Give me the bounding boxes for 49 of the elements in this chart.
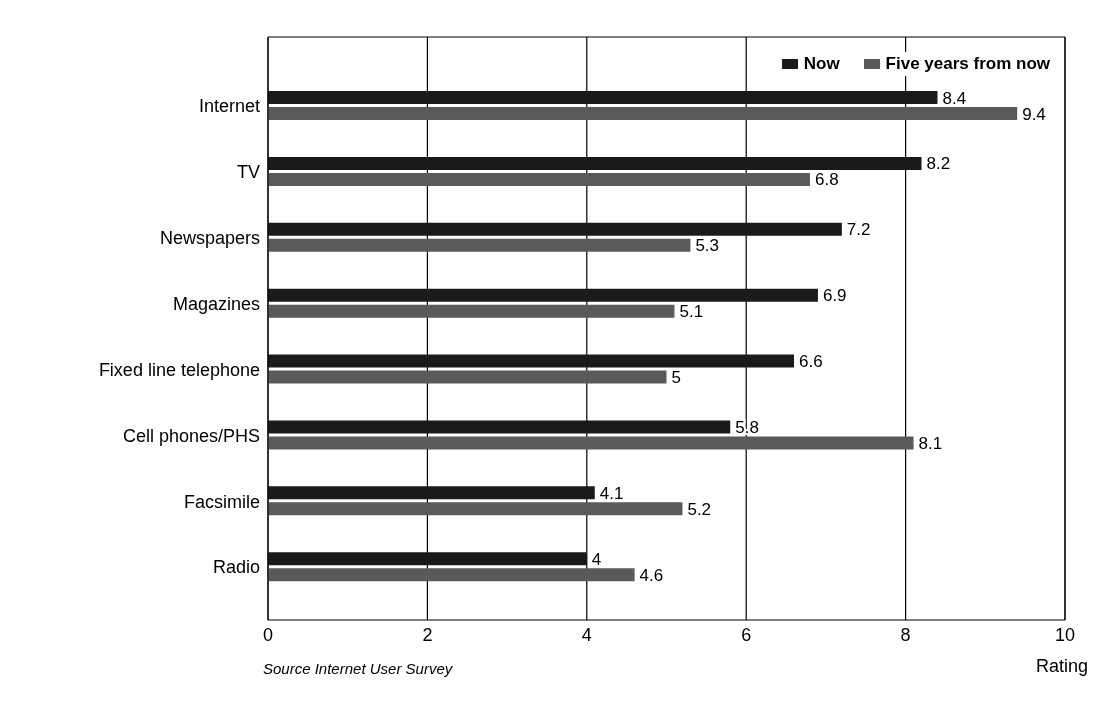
data-label: 5 (671, 368, 681, 388)
x-tick-label: 10 (1054, 624, 1076, 645)
x-tick-label: 6 (741, 624, 752, 645)
y-tick-label: Newspapers (159, 228, 260, 249)
data-label: 6.6 (799, 352, 823, 372)
data-label: 5.2 (687, 499, 712, 519)
y-tick-label: TV (236, 162, 260, 183)
bar (268, 370, 667, 384)
data-label: 8.2 (926, 154, 951, 174)
bar (268, 107, 1018, 120)
bar (268, 156, 922, 170)
data-label: 8.1 (918, 433, 943, 453)
y-tick-label: Magazines (172, 293, 260, 314)
data-label: 5.3 (695, 236, 720, 256)
data-label: 8.4 (942, 88, 967, 108)
bar (268, 172, 810, 186)
bar (268, 436, 914, 450)
x-tick-label: 4 (581, 624, 592, 645)
data-label: 6.9 (822, 286, 847, 306)
bar (268, 420, 731, 434)
y-tick-label: Cell phones/PHS (122, 425, 260, 446)
data-label: 4 (591, 549, 602, 569)
bar (268, 304, 675, 318)
bar (268, 222, 842, 236)
y-tick-label: Radio (212, 557, 260, 578)
x-tick-label: 2 (422, 624, 433, 645)
bar (268, 502, 683, 516)
bar (268, 486, 595, 500)
y-tick-label: Internet (198, 96, 260, 117)
y-tick-label: Fixed line telephone (98, 359, 260, 380)
data-label: 4.1 (599, 483, 624, 503)
bar (268, 354, 795, 368)
source-note: Source Internet User Survey (263, 660, 453, 677)
bar (268, 91, 938, 104)
legend-label: Five years from now (884, 54, 1050, 74)
data-label: 5.1 (679, 302, 704, 322)
data-label: 9.4 (1022, 104, 1046, 124)
x-tick-label: 8 (900, 624, 911, 645)
bar (268, 552, 587, 566)
bar (268, 568, 635, 582)
legend-label: Now (802, 54, 840, 74)
data-label: 4.6 (639, 565, 664, 585)
bar (268, 238, 691, 252)
x-tick-label: 0 (262, 624, 274, 645)
bar (268, 288, 818, 302)
y-tick-label: Facsimile (183, 491, 260, 512)
data-label: 6.8 (814, 170, 839, 190)
data-label: 7.2 (846, 220, 871, 240)
x-axis-title: Rating (1035, 656, 1088, 677)
